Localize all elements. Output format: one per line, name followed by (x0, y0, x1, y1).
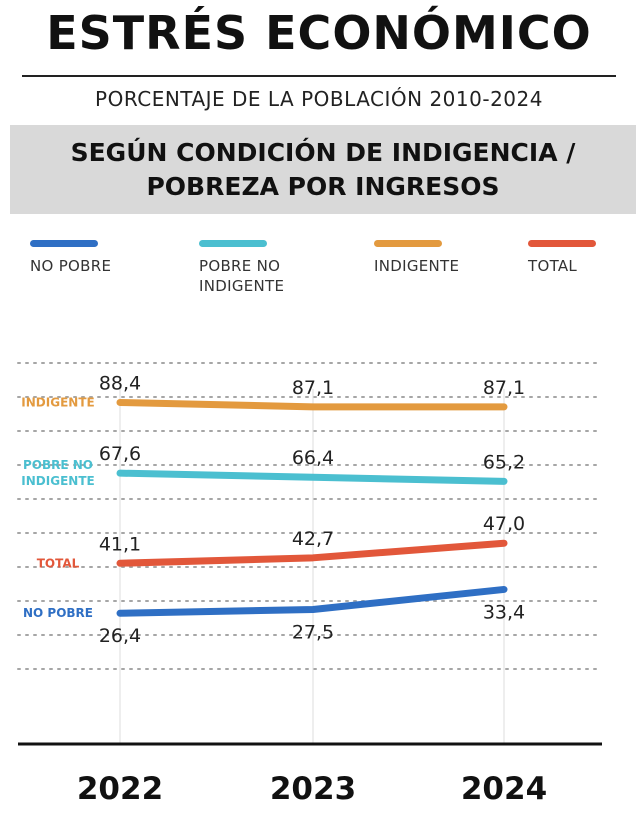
legend-swatch (30, 240, 98, 247)
title-divider (22, 75, 616, 77)
series-line-2 (116, 469, 508, 485)
data-label: 42,7 (292, 528, 334, 550)
legend-label: TOTAL (528, 257, 578, 275)
section-heading-line2: POBREZA POR INGRESOS (146, 171, 500, 201)
legend-item-indigente: INDIGENTE (374, 240, 459, 276)
data-label: 26,4 (99, 625, 141, 647)
data-label: 88,4 (99, 372, 141, 394)
data-label: 87,1 (483, 377, 525, 399)
x-tick-label: 2022 (77, 771, 163, 807)
legend-label: NO POBRE (30, 257, 112, 275)
section-heading-line1: SEGÚN CONDICIÓN DE INDIGENCIA / (70, 137, 576, 167)
x-tick-label: 2023 (270, 771, 356, 807)
legend-item-pobre-no-indigente: POBRE NO INDIGENTE (199, 240, 284, 296)
legend-item-total: TOTAL (528, 240, 596, 276)
legend-swatch (199, 240, 267, 247)
data-label: 66,4 (292, 447, 334, 469)
legend-label: POBRE NO INDIGENTE (199, 257, 285, 295)
data-label: 33,4 (483, 601, 525, 623)
legend-label: INDIGENTE (374, 257, 460, 275)
data-label: 67,6 (99, 443, 141, 465)
series-inline-label: NO POBRE (23, 606, 93, 620)
legend-swatch (374, 240, 442, 247)
legend-item-no-pobre: NO POBRE (30, 240, 111, 276)
chart-title: ESTRÉS ECONÓMICO (46, 6, 592, 60)
section-band: SEGÚN CONDICIÓN DE INDIGENCIA / POBREZA … (10, 125, 636, 214)
series-line-4 (116, 585, 508, 617)
series-inline-label: POBRE NO INDIGENTE (21, 458, 94, 488)
data-label: 65,2 (483, 451, 525, 473)
series-inline-label: TOTAL (37, 556, 80, 570)
data-label: 41,1 (99, 533, 141, 555)
series-inline-label: INDIGENTE (21, 395, 94, 409)
series-line-1 (116, 398, 508, 411)
data-label: 27,5 (292, 622, 334, 644)
x-tick-label: 2024 (461, 771, 547, 807)
chart-subtitle: PORCENTAJE DE LA POBLACIÓN 2010-2024 (95, 87, 543, 111)
data-label: 47,0 (483, 513, 525, 535)
data-label: 87,1 (292, 377, 334, 399)
series-line-3 (116, 539, 508, 567)
legend-swatch (528, 240, 596, 247)
